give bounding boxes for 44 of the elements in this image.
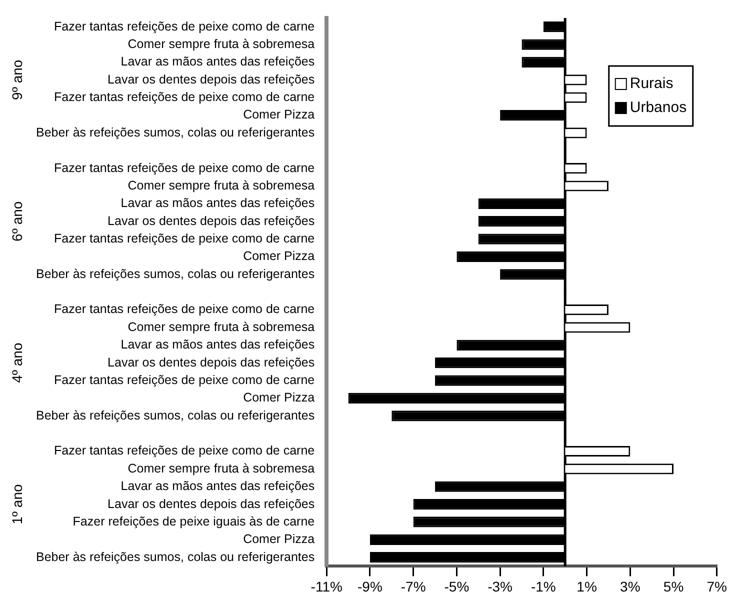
y-tick-label: Fazer tantas refeições de peixe como de carne: [54, 19, 315, 34]
y-tick-label: Comer sempre fruta à sobremesa: [128, 320, 315, 334]
x-tick-label: -3%: [488, 578, 513, 594]
y-tick-label: Fazer tantas refeições de peixe como de carne: [54, 444, 315, 458]
y-tick-label: Comer Pizza: [243, 390, 315, 405]
y-tick-label: Lavar as mãos antes das refeições: [120, 479, 315, 494]
y-tick-label: Lavar os dentes depois das refeições: [108, 355, 315, 370]
text: 9º ano: [8, 60, 25, 100]
y-tick-label: Lavar as mãos antes das refeições: [120, 338, 315, 352]
y-tick-label: Lavar as mãos antes das refeições: [120, 196, 315, 210]
legend-label: Urbanos: [630, 99, 687, 116]
y-tick-label: Comer sempre fruta à sobremesa: [128, 36, 315, 51]
legend-label: Rurais: [630, 75, 674, 92]
x-tick-label: -11%: [310, 578, 342, 594]
x-tick-label: 5%: [663, 578, 684, 594]
text: 1º ano: [8, 484, 25, 524]
x-tick-label: 1%: [576, 578, 597, 594]
y-tick-label: Comer Pizza: [243, 249, 315, 264]
y-tick-label: Lavar os dentes depois das refeições: [108, 496, 315, 511]
y-tick-label: Lavar os dentes depois das refeições: [108, 214, 315, 228]
x-tick-label: -9%: [358, 578, 382, 594]
y-tick-label: Fazer refeições de peixe iguais às de carne: [72, 514, 315, 528]
x-tick-label: 3%: [620, 578, 640, 594]
x-tick-label: -1%: [530, 578, 556, 594]
y-tick-label: Lavar as mãos antes das refeições: [120, 54, 315, 69]
y-tick-label: Beber às refeições sumos, colas ou referigerantes: [36, 266, 315, 281]
text: 6º ano: [8, 201, 25, 242]
y-tick-label: Beber às refeições sumos, colas ou referigerantes: [36, 408, 315, 422]
y-tick-label: Comer sempre fruta à sobremesa: [128, 178, 315, 192]
x-tick-label: -5%: [444, 578, 470, 594]
y-tick-label: Comer Pizza: [243, 532, 315, 546]
x-tick-label: -7%: [400, 578, 426, 594]
text: 4º ano: [8, 342, 25, 383]
y-tick-label: Beber às refeições sumos, colas ou referigerantes: [36, 125, 315, 140]
y-tick-label: Lavar os dentes depois das refeições: [108, 72, 315, 86]
y-tick-label: Comer sempre fruta à sobremesa: [128, 461, 315, 476]
y-tick-label: Fazer tantas refeições de peixe como de carne: [54, 160, 315, 175]
y-tick-label: Fazer tantas refeições de peixe como de carne: [54, 302, 315, 316]
y-tick-label: Beber às refeições sumos, colas ou referigerantes: [36, 550, 315, 564]
y-tick-label: Fazer tantas refeições de peixe como de carne: [54, 372, 315, 387]
x-tick-label: 7%: [706, 578, 727, 594]
y-tick-label: Fazer tantas refeições de peixe como de carne: [54, 232, 315, 246]
y-tick-label: Fazer tantas refeições de peixe como de carne: [54, 90, 315, 104]
y-tick-label: Comer Pizza: [243, 108, 315, 122]
